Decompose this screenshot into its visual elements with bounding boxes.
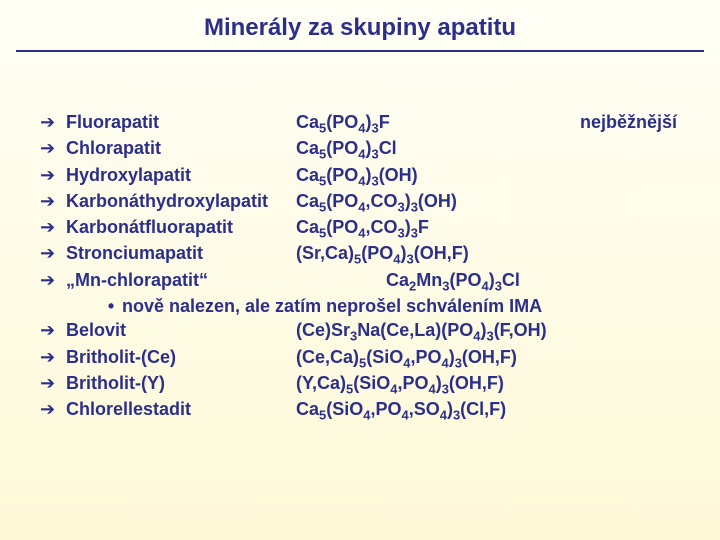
list-item: ➔FluorapatitCa5(PO4)3Fnejběžnější xyxy=(40,110,690,134)
mineral-formula: Ca5(PO4)3F xyxy=(296,110,580,134)
list-item: ➔ChlorellestaditCa5(SiO4,PO4,SO4)3(Cl,F) xyxy=(40,397,690,421)
bullet-icon: ➔ xyxy=(40,163,66,187)
mineral-formula: (Ce)Sr3Na(Ce,La)(PO4)3(F,OH) xyxy=(296,318,690,342)
bullet-icon: ➔ xyxy=(40,215,66,239)
list-item: ➔Stronciumapatit(Sr,Ca)5(PO4)3(OH,F) xyxy=(40,241,690,265)
slide-title: Minerály za skupiny apatitu xyxy=(0,0,720,50)
mineral-formula: Ca5(PO4)3(OH) xyxy=(296,163,690,187)
list-item: ➔KarbonáthydroxylapatitCa5(PO4,CO3)3(OH) xyxy=(40,189,690,213)
mineral-formula: Ca2Mn3(PO4)3Cl xyxy=(296,268,690,292)
bullet-icon: ➔ xyxy=(40,318,66,342)
bullet-icon: ➔ xyxy=(40,397,66,421)
mineral-formula: (Sr,Ca)5(PO4)3(OH,F) xyxy=(296,241,690,265)
bullet-icon: ➔ xyxy=(40,345,66,369)
content-area: ➔FluorapatitCa5(PO4)3Fnejběžnější➔Chlora… xyxy=(0,52,720,422)
mineral-name: Chlorellestadit xyxy=(66,397,296,421)
list-item: ➔„Mn-chlorapatit“Ca2Mn3(PO4)3Cl xyxy=(40,268,690,292)
sub-note: •nově nalezen, ale zatím neprošel schvál… xyxy=(100,294,690,318)
bullet-icon: ➔ xyxy=(40,189,66,213)
mineral-name: Chlorapatit xyxy=(66,136,296,160)
list-item: ➔Belovit(Ce)Sr3Na(Ce,La)(PO4)3(F,OH) xyxy=(40,318,690,342)
mineral-name: Britholit-(Ce) xyxy=(66,345,296,369)
mineral-name: Fluorapatit xyxy=(66,110,296,134)
mineral-name: Britholit-(Y) xyxy=(66,371,296,395)
mineral-formula: (Ce,Ca)5(SiO4,PO4)3(OH,F) xyxy=(296,345,690,369)
sub-bullet-icon: • xyxy=(100,294,122,318)
mineral-formula: Ca5(SiO4,PO4,SO4)3(Cl,F) xyxy=(296,397,690,421)
mineral-name: Hydroxylapatit xyxy=(66,163,296,187)
mineral-formula: Ca5(PO4,CO3)3(OH) xyxy=(296,189,690,213)
mineral-formula: (Y,Ca)5(SiO4,PO4)3(OH,F) xyxy=(296,371,690,395)
mineral-formula: Ca5(PO4,CO3)3F xyxy=(296,215,690,239)
bullet-icon: ➔ xyxy=(40,371,66,395)
bullet-icon: ➔ xyxy=(40,268,66,292)
mineral-name: „Mn-chlorapatit“ xyxy=(66,268,296,292)
list-item: ➔KarbonátfluorapatitCa5(PO4,CO3)3F xyxy=(40,215,690,239)
bullet-icon: ➔ xyxy=(40,241,66,265)
list-item: ➔HydroxylapatitCa5(PO4)3(OH) xyxy=(40,163,690,187)
sub-note-text: nově nalezen, ale zatím neprošel schvále… xyxy=(122,294,542,318)
mineral-name: Stronciumapatit xyxy=(66,241,296,265)
bullet-icon: ➔ xyxy=(40,136,66,160)
mineral-name: Belovit xyxy=(66,318,296,342)
mineral-formula: Ca5(PO4)3Cl xyxy=(296,136,690,160)
mineral-name: Karbonáthydroxylapatit xyxy=(66,189,296,213)
list-item: ➔ChlorapatitCa5(PO4)3Cl xyxy=(40,136,690,160)
mineral-note: nejběžnější xyxy=(580,110,690,134)
mineral-name: Karbonátfluorapatit xyxy=(66,215,296,239)
bullet-icon: ➔ xyxy=(40,110,66,134)
list-item: ➔Britholit-(Ce)(Ce,Ca)5(SiO4,PO4)3(OH,F) xyxy=(40,345,690,369)
list-item: ➔Britholit-(Y)(Y,Ca)5(SiO4,PO4)3(OH,F) xyxy=(40,371,690,395)
